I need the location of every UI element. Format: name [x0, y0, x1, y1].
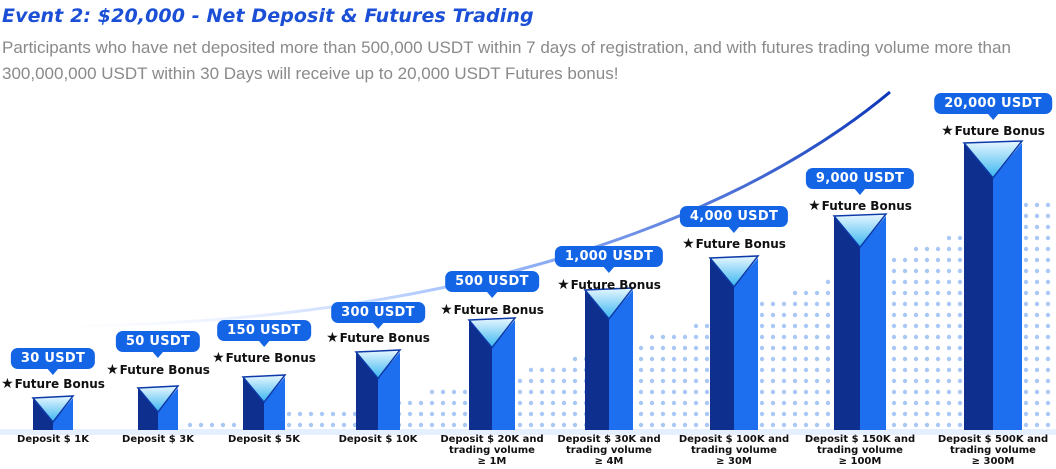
star-icon: ★ [682, 236, 695, 252]
growth-curve [19, 90, 891, 328]
tier-requirement-label: Deposit $ 100K and trading volume ≥ 30M [678, 434, 790, 467]
tier-requirement-label: Deposit $ 3K [122, 434, 194, 445]
tier-bar-3 [241, 374, 287, 430]
future-bonus-tag: ★Future Bonus [941, 123, 1045, 139]
reward-badge: 300 USDT [331, 302, 425, 323]
tier-bar-9 [962, 140, 1024, 430]
reward-badge: 500 USDT [445, 271, 539, 292]
future-bonus-tag: ★Future Bonus [212, 350, 316, 366]
future-bonus-label: Future Bonus [695, 237, 786, 251]
future-bonus-label: Future Bonus [14, 377, 105, 391]
star-icon: ★ [1, 376, 14, 392]
future-bonus-label: Future Bonus [821, 199, 912, 213]
future-bonus-label: Future Bonus [225, 351, 316, 365]
future-bonus-tag: ★Future Bonus [682, 236, 786, 252]
star-icon: ★ [941, 123, 954, 139]
tier-requirement-label: Deposit $ 5K [228, 434, 300, 445]
tier-bar-5 [467, 317, 517, 430]
page-title: Event 2: $20,000 - Net Deposit & Futures… [2, 5, 534, 27]
reward-badge: 1,000 USDT [554, 246, 664, 267]
tier-requirement-label: Deposit $ 150K and trading volume ≥ 100M [804, 434, 916, 467]
tier-requirement-label: Deposit $ 20K and trading volume ≥ 1M [440, 434, 544, 467]
future-bonus-label: Future Bonus [954, 124, 1045, 138]
reward-badge: 9,000 USDT [805, 168, 915, 189]
event-description: Participants who have net deposited more… [2, 38, 1011, 83]
chart-baseline [0, 429, 1056, 435]
star-icon: ★ [326, 330, 339, 346]
star-icon: ★ [106, 362, 119, 378]
future-bonus-tag: ★Future Bonus [326, 330, 430, 346]
future-bonus-tag: ★Future Bonus [1, 376, 105, 392]
tier-bar-2 [136, 385, 180, 430]
future-bonus-tag: ★Future Bonus [808, 198, 912, 214]
reward-badge: 30 USDT [10, 348, 96, 369]
future-bonus-label: Future Bonus [453, 303, 544, 317]
future-bonus-tag: ★Future Bonus [557, 277, 661, 293]
future-bonus-label: Future Bonus [119, 363, 210, 377]
reward-badge: 50 USDT [115, 331, 201, 352]
reward-badge: 20,000 USDT [934, 93, 1052, 114]
future-bonus-label: Future Bonus [570, 278, 661, 292]
star-icon: ★ [557, 277, 570, 293]
reward-badge: 150 USDT [217, 320, 311, 341]
tier-requirement-label: Deposit $ 1K [17, 434, 89, 445]
tier-requirement-label: Deposit $ 10K [338, 434, 418, 445]
tier-bar-1 [31, 395, 75, 430]
tier-bar-8 [832, 213, 888, 430]
star-icon: ★ [808, 198, 821, 214]
tier-bar-4 [354, 349, 402, 430]
future-bonus-tag: ★Future Bonus [440, 302, 544, 318]
tier-bar-6 [583, 287, 635, 430]
tier-requirement-label: Deposit $ 30K and trading volume ≥ 4M [557, 434, 661, 467]
star-icon: ★ [212, 350, 225, 366]
future-bonus-label: Future Bonus [339, 331, 430, 345]
tier-bar-7 [708, 255, 760, 430]
reward-badge: 4,000 USDT [679, 206, 789, 227]
tier-requirement-label: Deposit $ 500K and trading volume ≥ 300M [937, 434, 1049, 467]
star-icon: ★ [440, 302, 453, 318]
future-bonus-tag: ★Future Bonus [106, 362, 210, 378]
